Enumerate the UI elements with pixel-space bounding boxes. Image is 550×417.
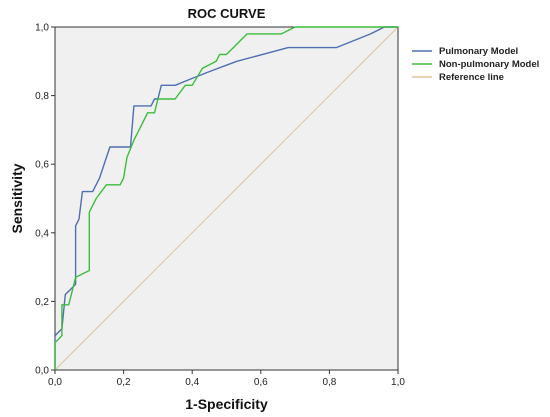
y-tick-label: 0,8	[35, 91, 49, 102]
y-tick-label: 0,2	[35, 297, 49, 308]
legend-label: Pulmonary Model	[439, 46, 518, 57]
series-line-non-pulmonary-model	[54, 26, 398, 370]
legend-label: Reference line	[439, 72, 504, 83]
x-tick-label: 0,6	[254, 377, 268, 388]
x-tick-label: 0,8	[322, 377, 336, 388]
y-tick-label: 1,0	[35, 23, 49, 34]
axis-layer: 0,0 0,2 0,4 0,6 0,8 1,0 0,0 0,2 0,4 0,6 0,8 1,0	[35, 23, 405, 389]
x-axis-title: 1-Specificity	[185, 396, 268, 412]
x-tick-label: 1,0	[391, 377, 405, 388]
y-axis-title: Sensitivity	[9, 163, 25, 233]
series-layer	[54, 26, 399, 371]
legend: Pulmonary Model Non-pulmonary Model Refere…	[412, 46, 539, 83]
x-tick-label: 0,4	[185, 377, 199, 388]
chart-title: ROC CURVE	[188, 6, 266, 21]
y-tick-label: 0,6	[35, 160, 49, 171]
y-tick-label: 0,0	[35, 366, 49, 377]
y-tick-label: 0,4	[35, 228, 49, 239]
x-tick-label: 0,0	[48, 377, 62, 388]
legend-label: Non-pulmonary Model	[439, 59, 539, 70]
x-tick-label: 0,2	[117, 377, 131, 388]
series-line-reference-line	[54, 26, 399, 371]
